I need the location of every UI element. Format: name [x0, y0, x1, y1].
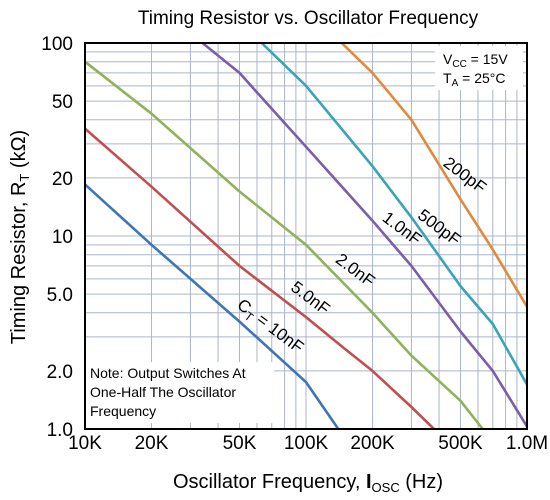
x-axis-label: Oscillator Frequency, IOSC (Hz): [173, 471, 443, 495]
conditions-box: [435, 46, 523, 90]
x-tick-label: 50K: [223, 433, 257, 454]
x-tick-label: 500K: [438, 433, 483, 454]
plot-frame: [84, 42, 528, 430]
y-tick-label: 10: [52, 227, 73, 248]
x-tick-labels: 10K 20K 50K 100K 200K 500K 1.0M: [68, 433, 548, 454]
x-tick-label: 100K: [284, 433, 329, 454]
condition-vcc: VCC = 15V: [443, 51, 508, 70]
x-tick-label: 20K: [135, 433, 169, 454]
condition-ta: TA = 25°C: [443, 70, 505, 89]
series-line-0: [340, 43, 527, 308]
y-tick-label: 100: [41, 34, 73, 55]
curve-label-text: 200pF: [440, 153, 490, 197]
y-tick-labels: 100 50 20 10 5.0 2.0 1.0: [41, 34, 73, 441]
y-tick-label: 20: [52, 169, 73, 190]
series-line-1: [260, 43, 527, 386]
series-line-2: [201, 43, 527, 428]
y-tick-label: 2.0: [47, 362, 73, 383]
series-group: [85, 43, 527, 429]
note-box: [86, 362, 274, 423]
chart-title: Timing Resistor vs. Oscillator Frequency: [138, 8, 479, 29]
y-axis-label: Timing Resistor, RT (kΩ): [8, 130, 32, 344]
y-tick-label: 1.0: [47, 420, 73, 441]
curve-label-0: 200pF: [440, 153, 490, 197]
note-line-3: Frequency: [90, 403, 156, 419]
curve-label-text: 2.0nF: [332, 250, 378, 291]
y-tick-label: 5.0: [47, 285, 73, 306]
series-line-4: [85, 127, 436, 429]
note-line-1: Note: Output Switches At: [90, 365, 246, 381]
x-tick-label: 10K: [68, 433, 102, 454]
note-line-2: One-Half The Oscillator: [90, 384, 236, 400]
curve-label-3: 2.0nF: [332, 250, 378, 291]
x-tick-label: 1.0M: [506, 433, 548, 454]
series-line-3: [85, 60, 484, 429]
y-tick-label: 50: [52, 92, 73, 113]
x-tick-label: 200K: [350, 433, 395, 454]
curve-label-suffix: = 10nF: [249, 307, 307, 357]
series-line-5: [85, 183, 340, 429]
